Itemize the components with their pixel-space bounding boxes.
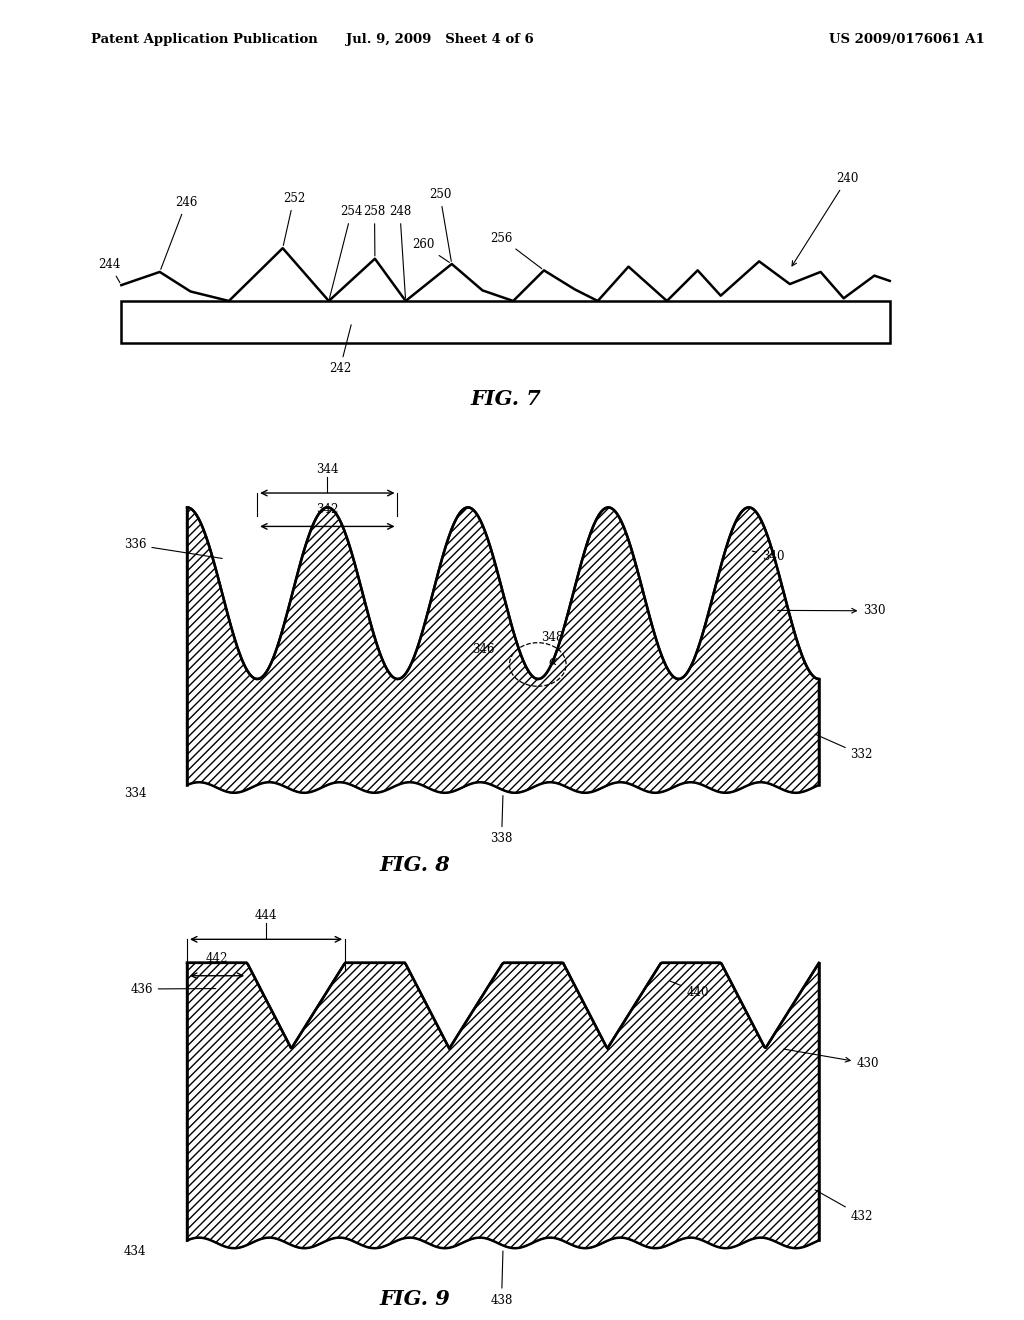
Polygon shape [187, 507, 819, 793]
Text: 440: 440 [670, 981, 709, 999]
Text: 240: 240 [792, 172, 858, 265]
Text: FIG. 7: FIG. 7 [470, 389, 541, 409]
Text: 256: 256 [490, 231, 542, 269]
Text: 434: 434 [124, 1245, 146, 1258]
Text: Jul. 9, 2009   Sheet 4 of 6: Jul. 9, 2009 Sheet 4 of 6 [346, 33, 534, 46]
Text: 444: 444 [255, 909, 278, 923]
Text: 242: 242 [329, 325, 351, 375]
Text: 344: 344 [316, 463, 339, 475]
Text: 340: 340 [753, 550, 784, 564]
Text: 348: 348 [541, 631, 563, 644]
Text: 334: 334 [124, 787, 146, 800]
Text: FIG. 8: FIG. 8 [379, 855, 450, 875]
Text: 436: 436 [130, 982, 216, 995]
Text: 336: 336 [124, 539, 222, 558]
Text: 338: 338 [490, 796, 513, 845]
Text: 432: 432 [815, 1189, 873, 1222]
Text: 254: 254 [330, 205, 362, 298]
Text: 438: 438 [490, 1251, 513, 1307]
Text: $\alpha$: $\alpha$ [548, 655, 558, 668]
Polygon shape [187, 962, 819, 1249]
Text: 248: 248 [389, 205, 411, 298]
Text: 252: 252 [283, 191, 305, 246]
Text: 244: 244 [98, 257, 121, 282]
Text: US 2009/0176061 A1: US 2009/0176061 A1 [829, 33, 985, 46]
Text: Patent Application Publication: Patent Application Publication [91, 33, 317, 46]
Text: 442: 442 [206, 952, 228, 965]
Text: 250: 250 [429, 187, 452, 261]
Text: 330: 330 [777, 605, 886, 618]
Text: 346: 346 [472, 643, 495, 656]
Text: 430: 430 [783, 1049, 880, 1071]
Text: 342: 342 [316, 503, 339, 516]
Text: 260: 260 [412, 238, 450, 263]
Text: 258: 258 [364, 205, 386, 256]
Text: 332: 332 [815, 734, 873, 762]
Text: FIG. 9: FIG. 9 [379, 1290, 450, 1309]
Text: 246: 246 [161, 195, 198, 269]
